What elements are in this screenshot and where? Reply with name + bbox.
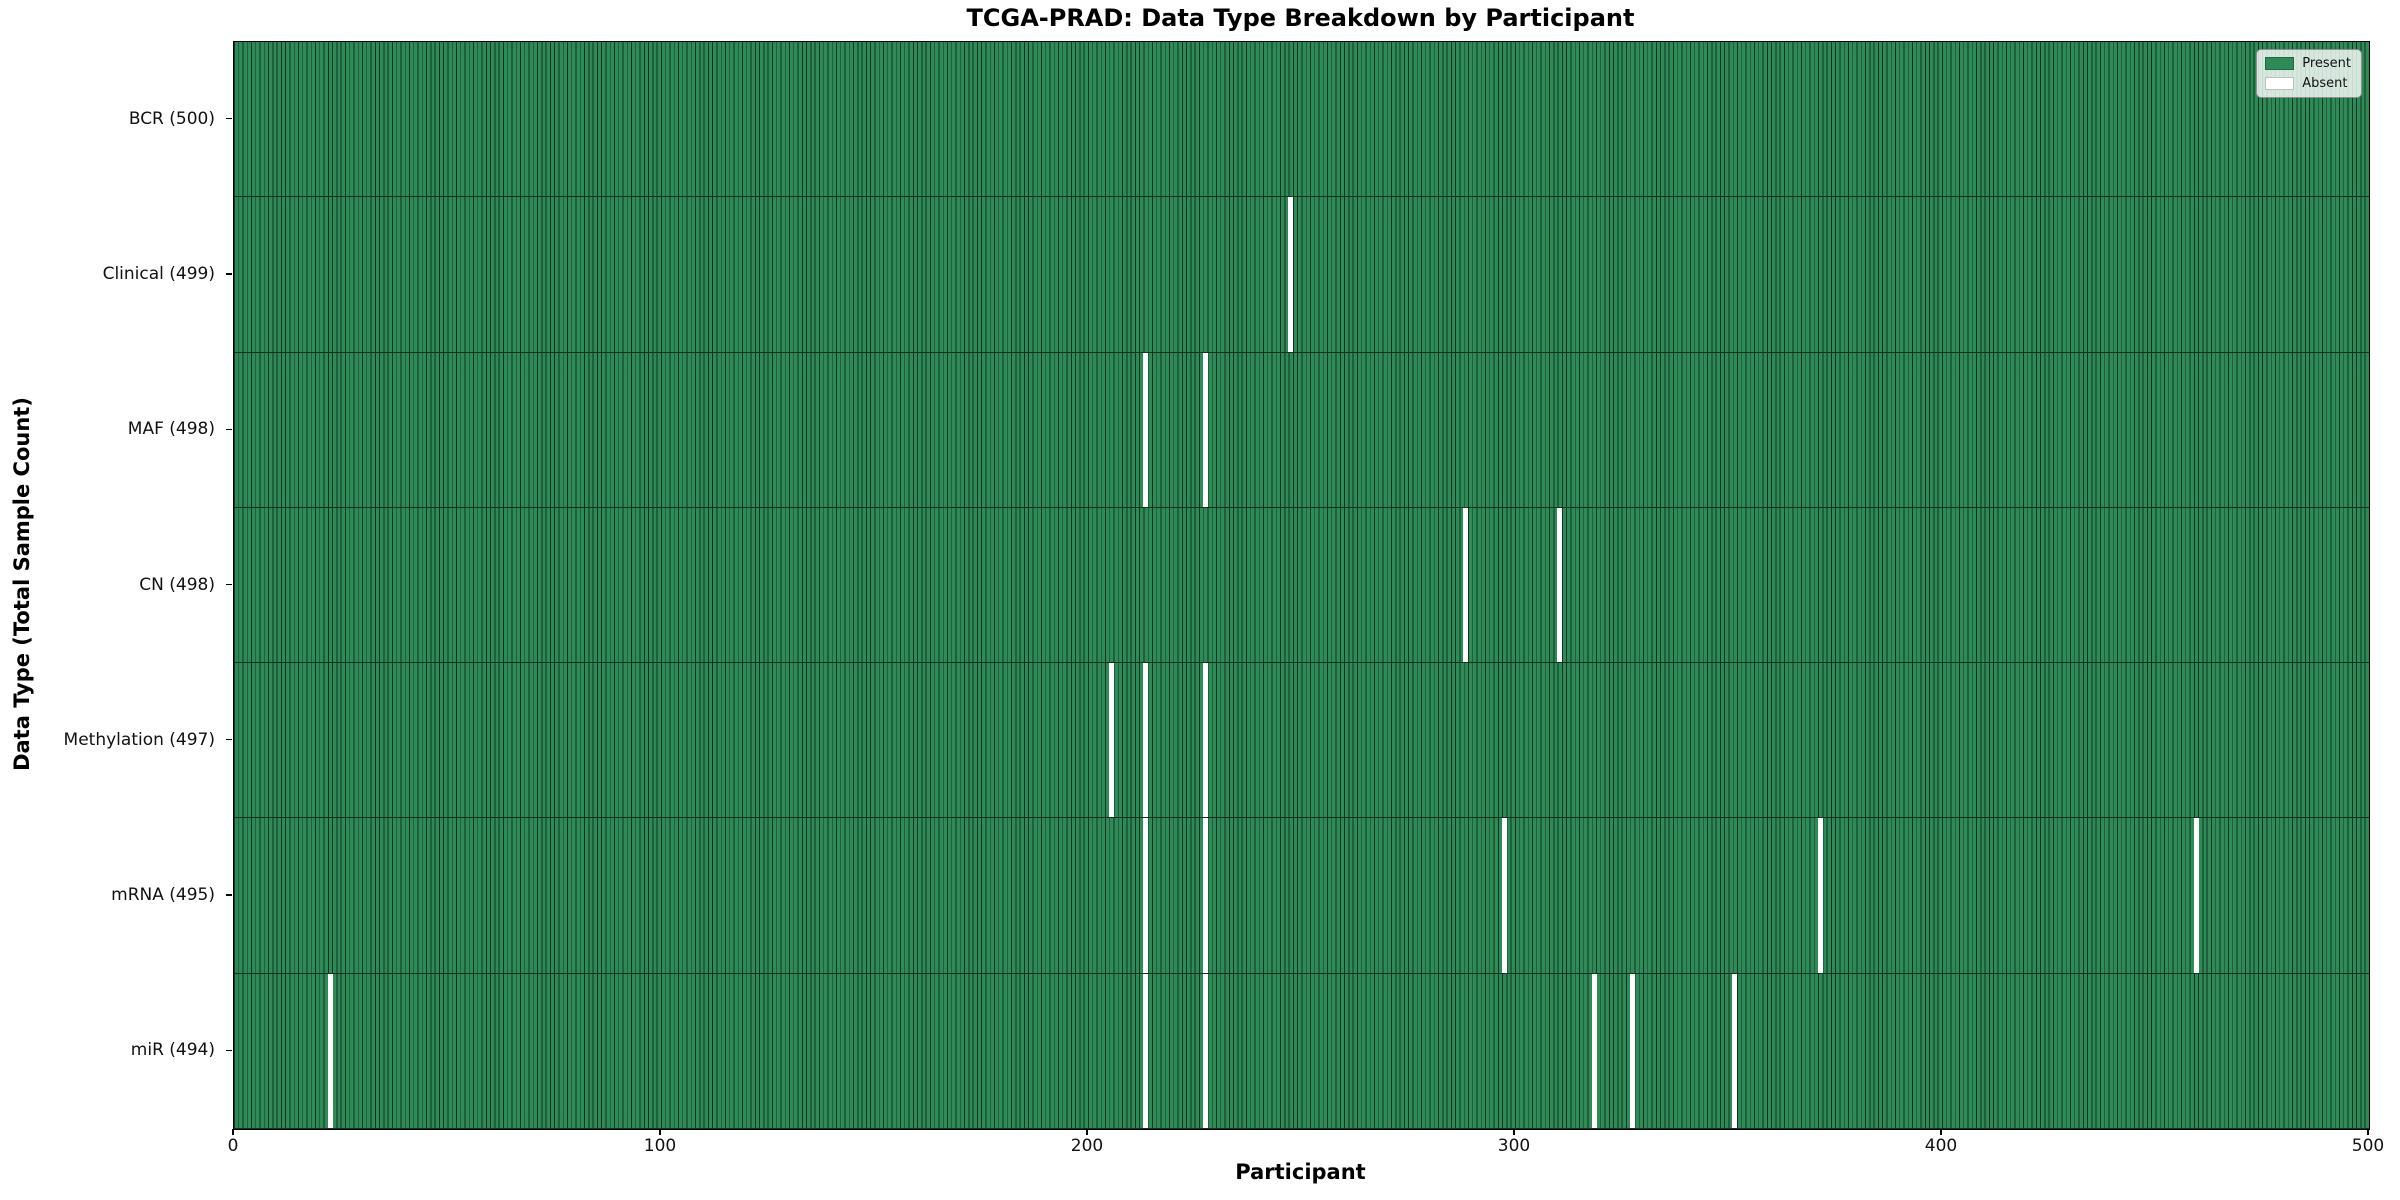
- y-tick-label-cn: CN (498): [139, 574, 215, 595]
- absent-gap-cn-288: [1463, 507, 1469, 663]
- absent-gap-maf-227: [1202, 352, 1208, 507]
- absent-gap-maf-213: [1143, 352, 1149, 507]
- absent-gap-mir-351: [1732, 973, 1738, 1128]
- y-tick-label-methylation: Methylation (497): [63, 729, 215, 750]
- chart-title: TCGA-PRAD: Data Type Breakdown by Partic…: [966, 4, 1635, 32]
- x-tick-label-0: 0: [227, 1136, 239, 1156]
- absent-gap-cn-310: [1557, 507, 1563, 663]
- x-tick-mark: [1513, 1129, 1515, 1135]
- heatmap-row-maf: [234, 352, 2369, 508]
- absent-gap-mir-22: [327, 973, 333, 1128]
- heatmap-row-mir: [234, 973, 2369, 1129]
- x-tick-label-200: 200: [1070, 1136, 1104, 1156]
- x-axis-label: Participant: [1235, 1160, 1366, 1184]
- x-tick-label-100: 100: [643, 1136, 677, 1156]
- y-tick-mark: [226, 428, 232, 430]
- y-tick-mark: [226, 273, 232, 275]
- absent-gap-methylation-227: [1202, 663, 1208, 818]
- legend-absent-label: Absent: [2302, 76, 2348, 91]
- x-tick-mark: [2367, 1129, 2369, 1135]
- x-tick-label-400: 400: [1924, 1136, 1958, 1156]
- x-tick-mark: [232, 1129, 234, 1135]
- heatmap-row-mrna: [234, 818, 2369, 974]
- x-tick-mark: [659, 1129, 661, 1135]
- legend-entry-absent: Absent: [2265, 76, 2351, 91]
- heatmap-row-methylation: [234, 663, 2369, 819]
- absent-gap-mir-213: [1143, 973, 1149, 1128]
- y-tick-mark: [226, 894, 232, 896]
- y-tick-label-mir: miR (494): [130, 1040, 215, 1061]
- y-tick-mark: [226, 583, 232, 586]
- heatmap-row-clinical: [234, 197, 2369, 353]
- y-tick-label-mrna: mRNA (495): [111, 885, 215, 906]
- absent-gap-methylation-205: [1109, 663, 1114, 818]
- absent-gap-methylation-213: [1143, 663, 1149, 818]
- x-tick-label-300: 300: [1497, 1136, 1531, 1156]
- x-tick-mark: [1086, 1129, 1088, 1135]
- absent-gap-mrna-213: [1143, 818, 1149, 973]
- y-tick-label-clinical: Clinical (499): [102, 263, 215, 284]
- y-tick-label-maf: MAF (498): [127, 419, 215, 440]
- x-tick-label-500: 500: [2351, 1136, 2385, 1156]
- y-tick-mark: [226, 1049, 232, 1052]
- heatmap-row-bcr: [234, 42, 2369, 198]
- legend-present-label: Present: [2302, 56, 2351, 71]
- x-tick-mark: [1940, 1129, 1942, 1135]
- legend-present-swatch: [2265, 57, 2295, 70]
- legend-absent-swatch: [2265, 77, 2295, 90]
- legend: Present Absent: [2256, 49, 2362, 98]
- absent-gap-mrna-371: [1817, 818, 1823, 973]
- y-tick-mark: [226, 739, 232, 741]
- y-tick-label-bcr: BCR (500): [128, 108, 215, 129]
- y-tick-mark: [226, 117, 232, 120]
- plot-area: Present Absent: [233, 41, 2370, 1130]
- absent-gap-mrna-297: [1501, 818, 1507, 973]
- legend-entry-present: Present: [2265, 56, 2351, 71]
- absent-gap-mir-327: [1629, 973, 1635, 1128]
- absent-gap-mrna-227: [1202, 818, 1208, 973]
- absent-gap-mrna-459: [2193, 818, 2199, 973]
- absent-gap-mir-227: [1202, 973, 1208, 1128]
- absent-gap-clinical-247: [1288, 197, 1294, 352]
- heatmap-row-cn: [234, 507, 2369, 664]
- absent-gap-mir-318: [1591, 973, 1597, 1128]
